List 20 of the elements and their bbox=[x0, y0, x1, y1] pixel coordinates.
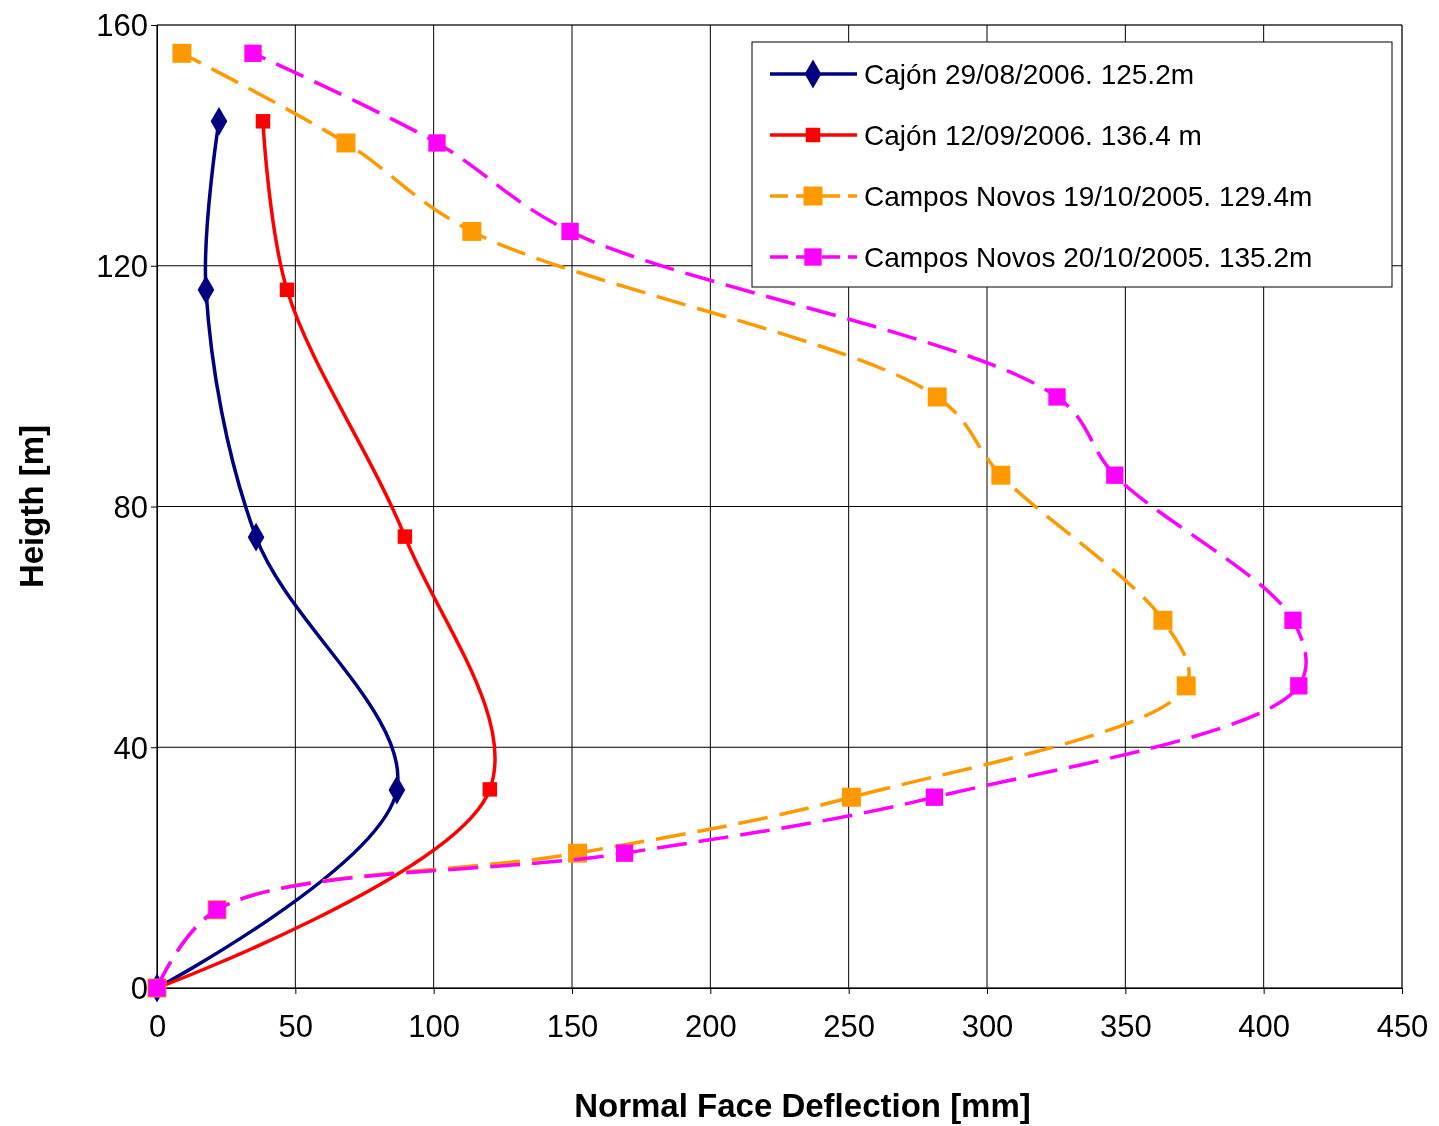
legend-label: Campos Novos 20/10/2005. 135.2m bbox=[864, 242, 1313, 273]
x-tick-label: 300 bbox=[961, 1009, 1014, 1045]
x-axis-title: Normal Face Deflection [mm] bbox=[574, 1087, 1031, 1124]
x-tick-label: 200 bbox=[684, 1009, 737, 1045]
y-tick-label: 40 bbox=[113, 730, 148, 766]
x-tick-label: 350 bbox=[1099, 1009, 1152, 1045]
y-tick-label: 80 bbox=[113, 489, 148, 525]
x-tick-label: 150 bbox=[546, 1009, 599, 1045]
x-tick-label: 250 bbox=[823, 1009, 876, 1045]
x-tick-label: 50 bbox=[278, 1009, 314, 1045]
x-tick-label: 100 bbox=[408, 1009, 461, 1045]
y-axis-title: Heigth [m] bbox=[13, 424, 50, 589]
x-tick-label: 400 bbox=[1238, 1009, 1291, 1045]
legend-label: Campos Novos 19/10/2005. 129.4m bbox=[864, 181, 1313, 212]
legend-label: Cajón 12/09/2006. 136.4 m bbox=[864, 120, 1202, 151]
legend-label: Cajón 29/08/2006. 125.2m bbox=[864, 59, 1195, 90]
x-tick-label: 450 bbox=[1376, 1009, 1429, 1045]
y-tick-label: 160 bbox=[96, 8, 148, 44]
y-tick-label: 0 bbox=[130, 971, 148, 1007]
y-tick-label: 120 bbox=[96, 249, 148, 285]
